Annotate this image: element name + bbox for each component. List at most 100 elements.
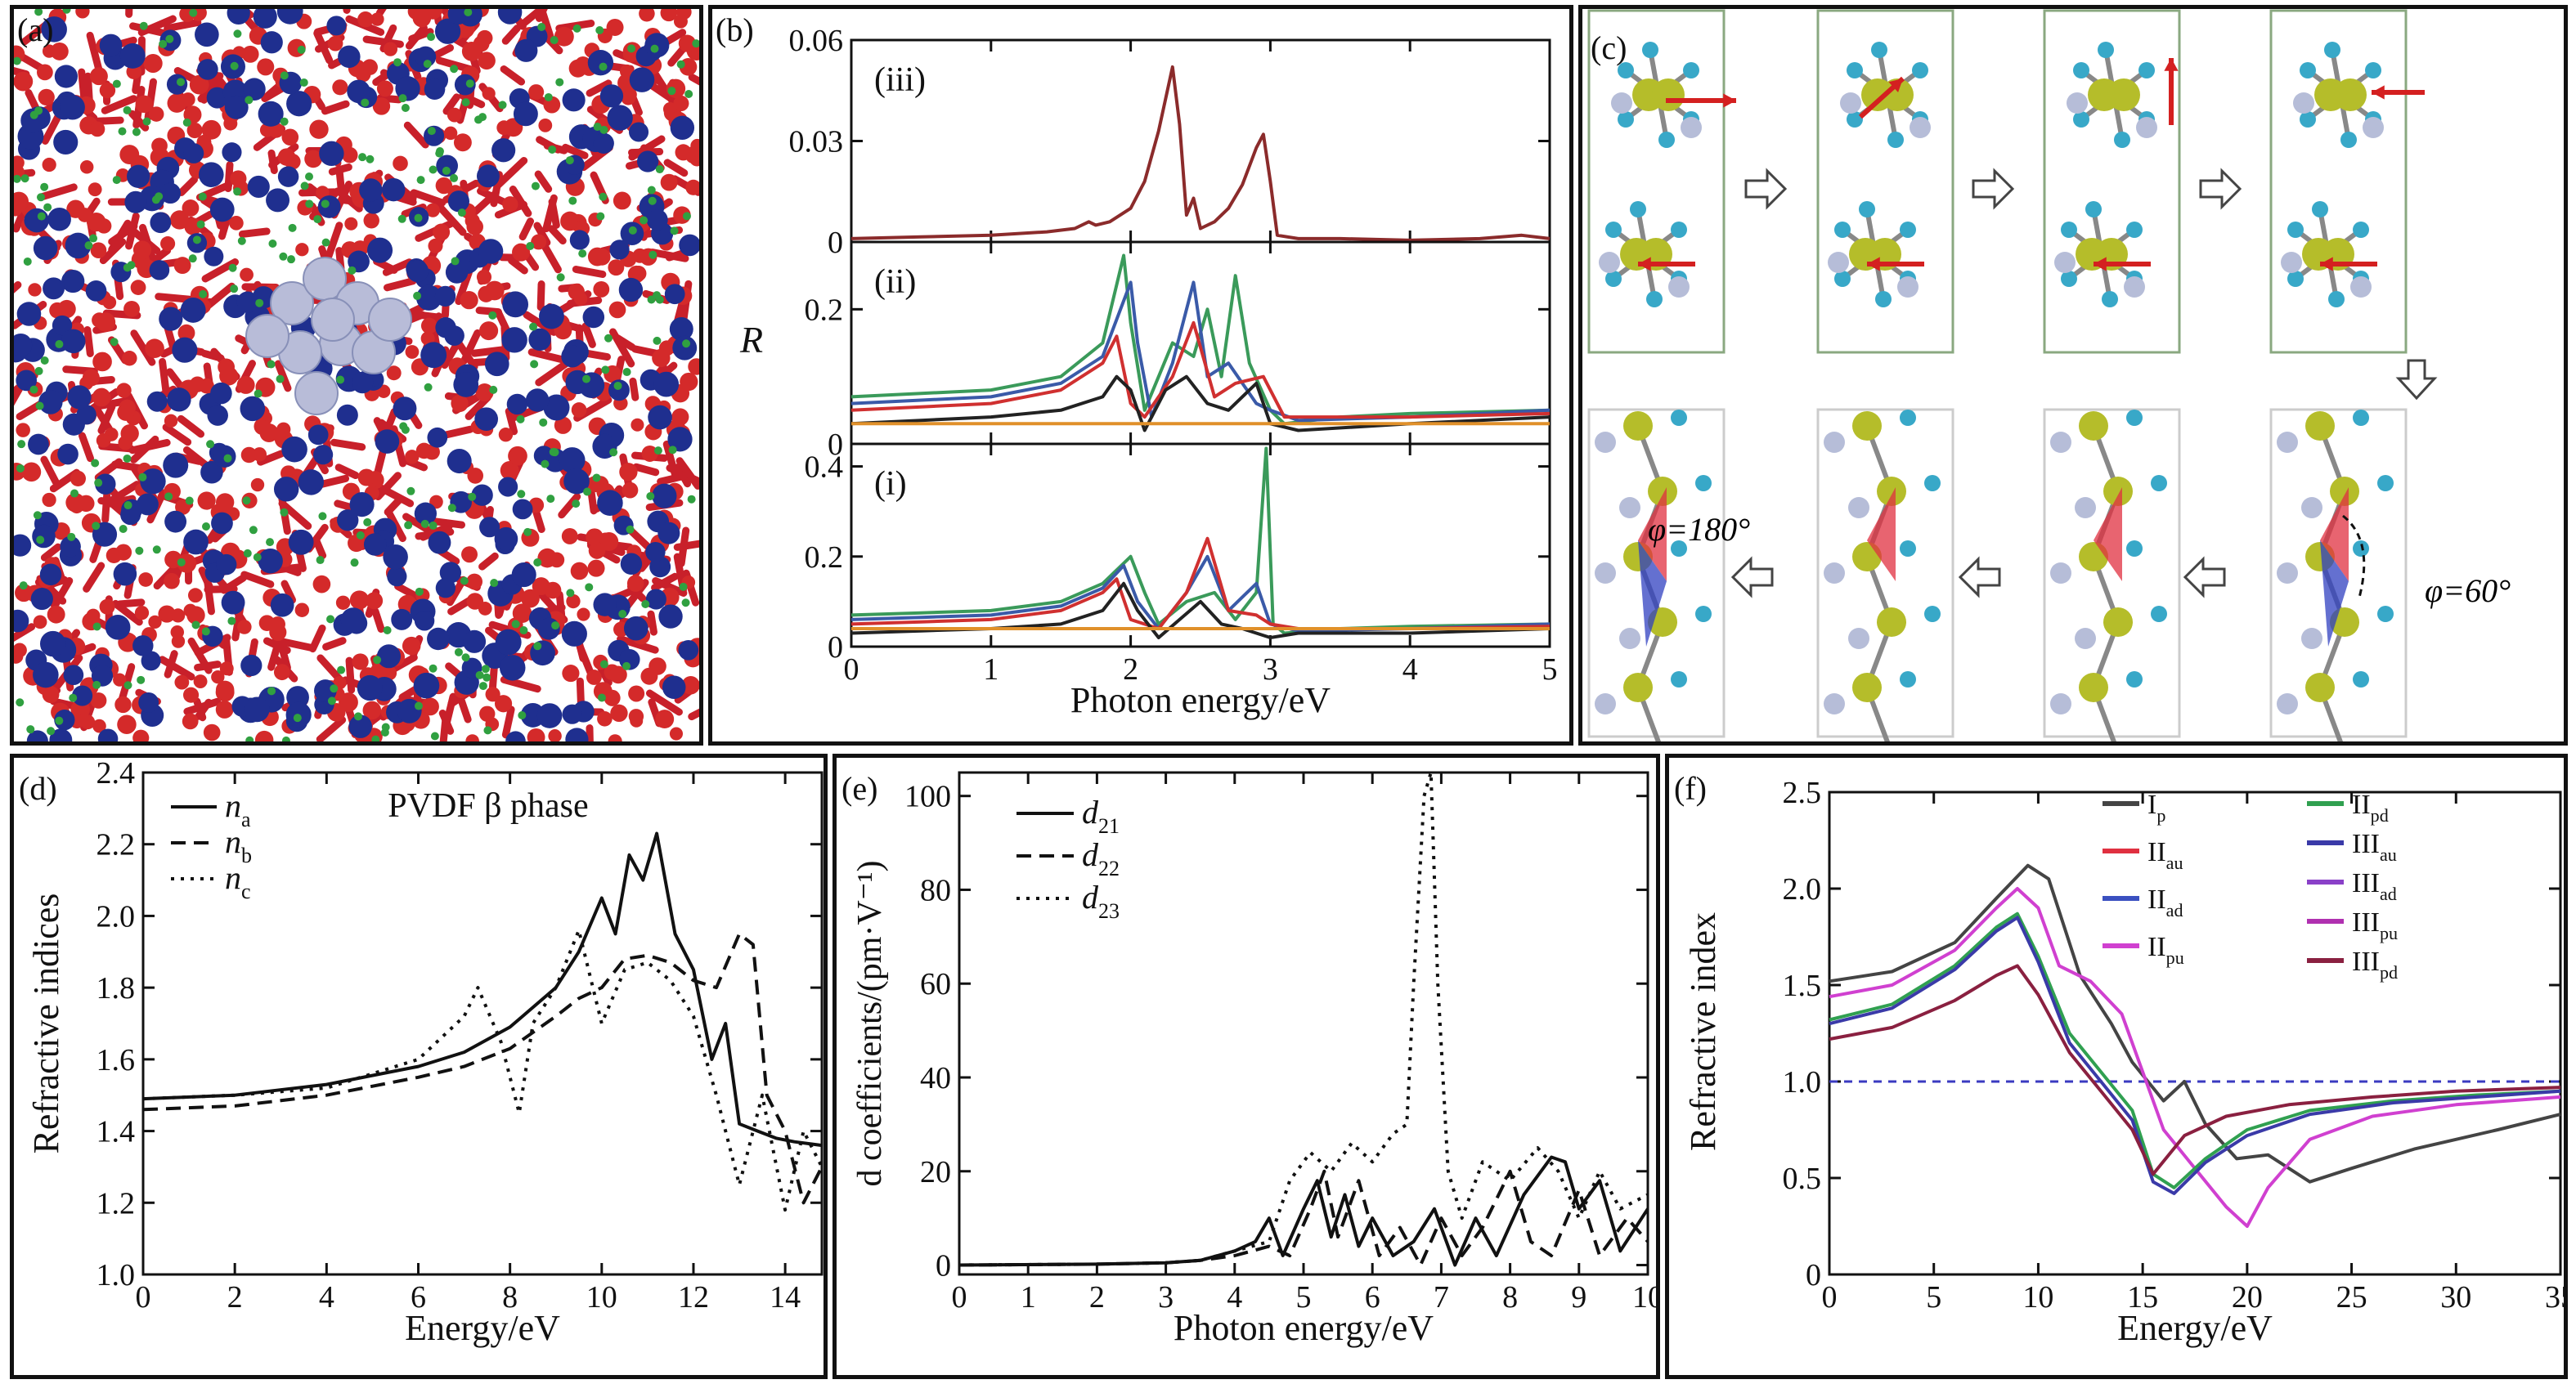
chain-carbon — [2330, 477, 2359, 506]
bond — [308, 624, 326, 653]
atom-oxygen — [49, 302, 65, 319]
atom-hydrogen — [255, 298, 264, 307]
atom-oxygen — [158, 605, 176, 623]
atom-blue — [587, 50, 614, 76]
bond — [677, 526, 690, 567]
atom-hydrogen — [305, 199, 314, 208]
atom-hydrogen — [43, 203, 52, 212]
bond — [330, 438, 366, 451]
atom-hydrogen — [279, 252, 288, 261]
atom-hydrogen — [300, 181, 309, 190]
atom-cluster — [368, 298, 412, 342]
atom-oxygen — [181, 92, 195, 107]
bond — [374, 472, 402, 501]
atom-oxygen — [608, 259, 625, 276]
chain-carbon — [2079, 673, 2108, 702]
atom-hydrogen — [313, 215, 322, 224]
chain-h — [2277, 693, 2298, 714]
atom-oxygen — [570, 562, 589, 580]
bond — [527, 348, 568, 365]
bond — [586, 79, 613, 97]
atom-oxygen — [466, 218, 483, 235]
atom-oxygen — [295, 243, 309, 257]
mol-fluorine — [1683, 62, 1699, 78]
y-tick-label: 1.4 — [96, 1115, 136, 1149]
bond — [470, 345, 512, 357]
atom-blue — [120, 504, 141, 526]
atom-oxygen — [79, 160, 94, 174]
bond — [325, 222, 343, 260]
y-axis-label: Refractive index — [1683, 912, 1723, 1151]
atom-hydrogen — [687, 495, 696, 504]
step-arrow — [1730, 556, 1774, 598]
chain-fluorine — [1900, 671, 1916, 688]
series-blue — [850, 280, 1551, 423]
atom-oxygen — [335, 595, 351, 610]
chain-h — [1619, 628, 1640, 649]
atom-hydrogen — [604, 334, 613, 343]
atom-hydrogen — [281, 736, 290, 741]
mol-fluorine — [2126, 222, 2143, 238]
atom-blue — [85, 280, 107, 302]
bond — [501, 25, 521, 45]
atom-hydrogen — [596, 212, 605, 221]
atom-hydrogen — [249, 526, 258, 535]
atom-blue — [244, 696, 270, 723]
atom-hydrogen — [276, 374, 285, 383]
atom-blue — [32, 524, 56, 549]
bond — [52, 577, 74, 608]
atom-hydrogen — [572, 24, 581, 33]
x-tick-label: 10 — [2022, 1280, 2053, 1315]
x-tick-label: 3 — [1263, 652, 1278, 687]
atom-hydrogen — [142, 117, 151, 126]
atom-blue — [172, 337, 198, 363]
atom-oxygen — [143, 53, 163, 74]
atom-hydrogen — [94, 478, 103, 487]
bond — [688, 73, 699, 86]
atom-hydrogen — [478, 682, 487, 691]
atom-oxygen — [593, 281, 610, 298]
rotation-diagram — [1587, 9, 2438, 741]
atom-hydrogen — [478, 113, 487, 122]
atom-blue — [471, 484, 493, 506]
atom-hydrogen — [475, 670, 484, 679]
legend-label: IIpu — [2147, 932, 2184, 968]
y-tick-label: 1.5 — [1783, 969, 1822, 1003]
atom-oxygen — [610, 704, 628, 723]
atom-hydrogen — [609, 448, 618, 457]
atom-blue — [26, 730, 48, 741]
atom-hydrogen — [123, 501, 132, 510]
atom-hydrogen — [127, 261, 136, 270]
atom-oxygen — [641, 445, 658, 462]
atom-oxygen — [218, 358, 235, 376]
atom-blue — [445, 261, 469, 284]
atom-oxygen — [89, 67, 108, 86]
atom-hydrogen — [393, 58, 402, 67]
atom-blue — [199, 162, 224, 187]
atom-hydrogen — [488, 311, 497, 320]
x-tick-label: 6 — [411, 1280, 426, 1315]
atom-blue — [167, 387, 191, 412]
atom-hydrogen — [511, 620, 520, 629]
atom-oxygen — [478, 52, 496, 70]
atom-hydrogen — [336, 375, 345, 384]
atom-oxygen — [169, 210, 190, 230]
atom-oxygen — [116, 383, 132, 398]
atom-blue — [276, 9, 303, 25]
atom-oxygen — [182, 199, 200, 217]
atom-hydrogen — [583, 487, 592, 496]
atom-hydrogen — [450, 173, 459, 182]
atom-oxygen — [597, 711, 613, 727]
atom-hydrogen — [529, 322, 538, 331]
atom-hydrogen — [648, 250, 657, 259]
atom-blue — [514, 38, 538, 62]
atom-blue — [266, 188, 290, 213]
bond — [581, 322, 596, 348]
atom-blue — [347, 79, 370, 104]
atom-oxygen — [571, 402, 587, 418]
atom-oxygen — [138, 572, 154, 587]
atom-blue — [195, 22, 219, 47]
atom-blue — [222, 142, 242, 163]
atom-oxygen — [662, 102, 677, 116]
atom-hydrogen — [482, 673, 491, 682]
